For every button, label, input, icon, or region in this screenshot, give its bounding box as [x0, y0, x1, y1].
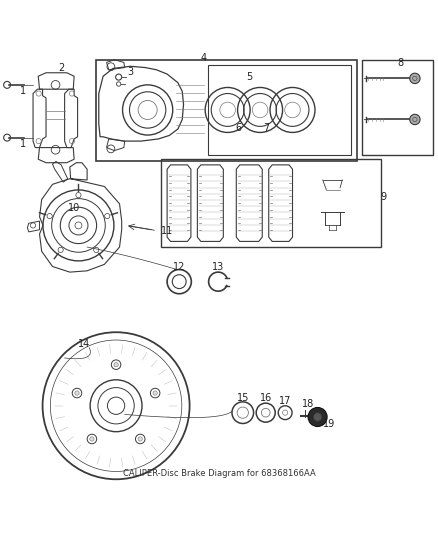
- Bar: [362, 60, 433, 155]
- Text: 16: 16: [260, 393, 272, 403]
- Circle shape: [153, 391, 157, 395]
- Circle shape: [410, 73, 420, 84]
- Text: 15: 15: [237, 392, 249, 402]
- Bar: [161, 159, 381, 247]
- Circle shape: [75, 391, 79, 395]
- Circle shape: [313, 413, 322, 421]
- Text: 1: 1: [20, 139, 26, 149]
- Text: 1: 1: [20, 86, 26, 96]
- Circle shape: [308, 407, 327, 426]
- Text: 17: 17: [279, 395, 291, 406]
- Text: 14: 14: [78, 340, 90, 349]
- Text: 3: 3: [127, 67, 134, 77]
- Text: CALIPER-Disc Brake Diagram for 68368166AA: CALIPER-Disc Brake Diagram for 68368166A…: [123, 470, 315, 479]
- Text: 2: 2: [58, 62, 64, 72]
- Circle shape: [138, 437, 142, 441]
- Text: 12: 12: [173, 262, 185, 271]
- Circle shape: [410, 114, 420, 125]
- Text: 11: 11: [161, 225, 173, 236]
- Text: 9: 9: [380, 192, 386, 203]
- Text: 5: 5: [246, 72, 252, 82]
- Circle shape: [90, 437, 94, 441]
- Text: 6: 6: [235, 123, 241, 133]
- Text: 19: 19: [323, 419, 336, 430]
- Text: 10: 10: [68, 203, 80, 213]
- Bar: [96, 60, 357, 160]
- Text: 18: 18: [301, 399, 314, 409]
- Circle shape: [114, 362, 118, 367]
- Text: 4: 4: [201, 53, 207, 63]
- Text: 13: 13: [212, 262, 224, 271]
- Bar: [208, 66, 351, 155]
- Text: 7: 7: [263, 123, 270, 133]
- Text: 8: 8: [398, 58, 404, 68]
